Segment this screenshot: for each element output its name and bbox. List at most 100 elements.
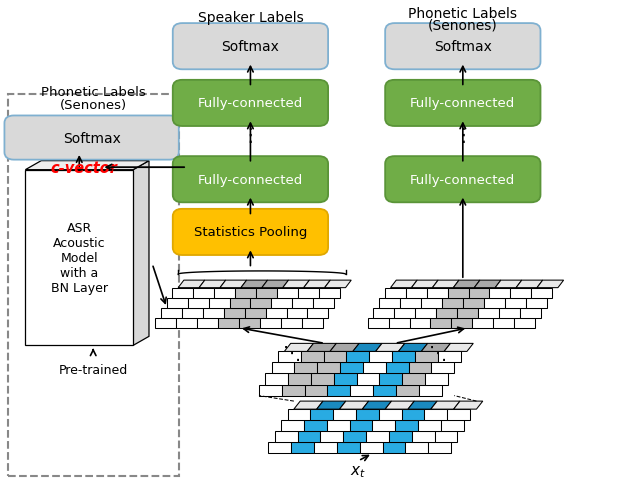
Polygon shape (178, 281, 205, 288)
Polygon shape (294, 401, 323, 409)
Text: Softmax: Softmax (221, 40, 280, 54)
Polygon shape (281, 385, 304, 396)
Polygon shape (302, 318, 323, 328)
Polygon shape (366, 431, 389, 442)
Polygon shape (307, 308, 328, 318)
Polygon shape (437, 352, 461, 363)
Text: Fully-connected: Fully-connected (198, 173, 303, 186)
Polygon shape (262, 281, 288, 288)
Polygon shape (391, 281, 417, 288)
Polygon shape (203, 308, 224, 318)
Polygon shape (25, 161, 149, 170)
Polygon shape (307, 344, 336, 352)
Text: (Senones): (Senones) (60, 99, 127, 112)
Polygon shape (317, 363, 340, 374)
Polygon shape (493, 318, 514, 328)
Polygon shape (284, 344, 313, 352)
Text: Statistics Pooling: Statistics Pooling (194, 226, 307, 239)
Polygon shape (379, 409, 402, 420)
Polygon shape (239, 318, 260, 328)
Polygon shape (188, 298, 209, 308)
FancyBboxPatch shape (385, 157, 540, 203)
Polygon shape (389, 431, 412, 442)
Polygon shape (379, 374, 403, 385)
Polygon shape (399, 344, 427, 352)
Polygon shape (448, 409, 470, 420)
Polygon shape (427, 288, 448, 298)
Polygon shape (385, 363, 409, 374)
Polygon shape (327, 420, 350, 431)
Text: ⋮: ⋮ (453, 126, 472, 145)
Polygon shape (197, 318, 218, 328)
Text: Speaker Labels: Speaker Labels (198, 11, 303, 25)
Polygon shape (333, 409, 356, 420)
Polygon shape (406, 288, 427, 298)
Polygon shape (451, 318, 472, 328)
Polygon shape (495, 281, 522, 288)
Polygon shape (340, 363, 363, 374)
Polygon shape (288, 409, 311, 420)
Polygon shape (392, 352, 415, 363)
Polygon shape (409, 363, 432, 374)
Polygon shape (301, 352, 324, 363)
Polygon shape (214, 288, 235, 298)
Text: ASR
Acoustic
Model
with a
BN Layer: ASR Acoustic Model with a BN Layer (51, 221, 108, 295)
Polygon shape (321, 431, 344, 442)
Polygon shape (514, 318, 535, 328)
Text: Fully-connected: Fully-connected (198, 97, 303, 110)
Polygon shape (304, 281, 330, 288)
Polygon shape (373, 308, 394, 318)
Polygon shape (298, 431, 321, 442)
Polygon shape (133, 161, 149, 346)
Polygon shape (311, 374, 334, 385)
Polygon shape (167, 298, 188, 308)
Text: ⋱: ⋱ (283, 344, 301, 362)
FancyBboxPatch shape (172, 209, 328, 256)
Polygon shape (441, 420, 464, 431)
FancyBboxPatch shape (385, 81, 540, 127)
Text: Pre-trained: Pre-trained (58, 363, 128, 376)
Polygon shape (403, 374, 425, 385)
Text: Fully-connected: Fully-connected (410, 173, 515, 186)
Polygon shape (431, 401, 460, 409)
Polygon shape (415, 352, 437, 363)
Polygon shape (350, 420, 373, 431)
Polygon shape (344, 431, 366, 442)
Polygon shape (330, 344, 359, 352)
Polygon shape (172, 288, 193, 298)
Polygon shape (319, 288, 340, 298)
Polygon shape (421, 298, 442, 308)
Polygon shape (389, 318, 410, 328)
Polygon shape (429, 442, 451, 453)
Polygon shape (375, 344, 405, 352)
Polygon shape (235, 288, 256, 298)
Polygon shape (396, 385, 419, 396)
Polygon shape (444, 344, 474, 352)
Polygon shape (259, 385, 281, 396)
Polygon shape (410, 318, 430, 328)
Polygon shape (425, 374, 448, 385)
Polygon shape (379, 298, 400, 308)
Polygon shape (281, 318, 302, 328)
Polygon shape (373, 385, 396, 396)
Polygon shape (472, 318, 493, 328)
Polygon shape (250, 298, 271, 308)
Polygon shape (176, 318, 197, 328)
Text: ⋮: ⋮ (241, 126, 260, 145)
Text: Phonetic Labels: Phonetic Labels (408, 7, 517, 21)
Polygon shape (324, 352, 347, 363)
Polygon shape (271, 298, 292, 308)
FancyBboxPatch shape (4, 116, 179, 160)
Polygon shape (453, 281, 480, 288)
Polygon shape (256, 288, 277, 298)
Polygon shape (281, 420, 304, 431)
Polygon shape (317, 401, 346, 409)
Polygon shape (531, 288, 552, 298)
Polygon shape (422, 344, 451, 352)
Polygon shape (294, 363, 317, 374)
Polygon shape (484, 298, 505, 308)
Polygon shape (526, 298, 547, 308)
Polygon shape (402, 409, 425, 420)
Polygon shape (457, 308, 478, 318)
Polygon shape (313, 298, 334, 308)
